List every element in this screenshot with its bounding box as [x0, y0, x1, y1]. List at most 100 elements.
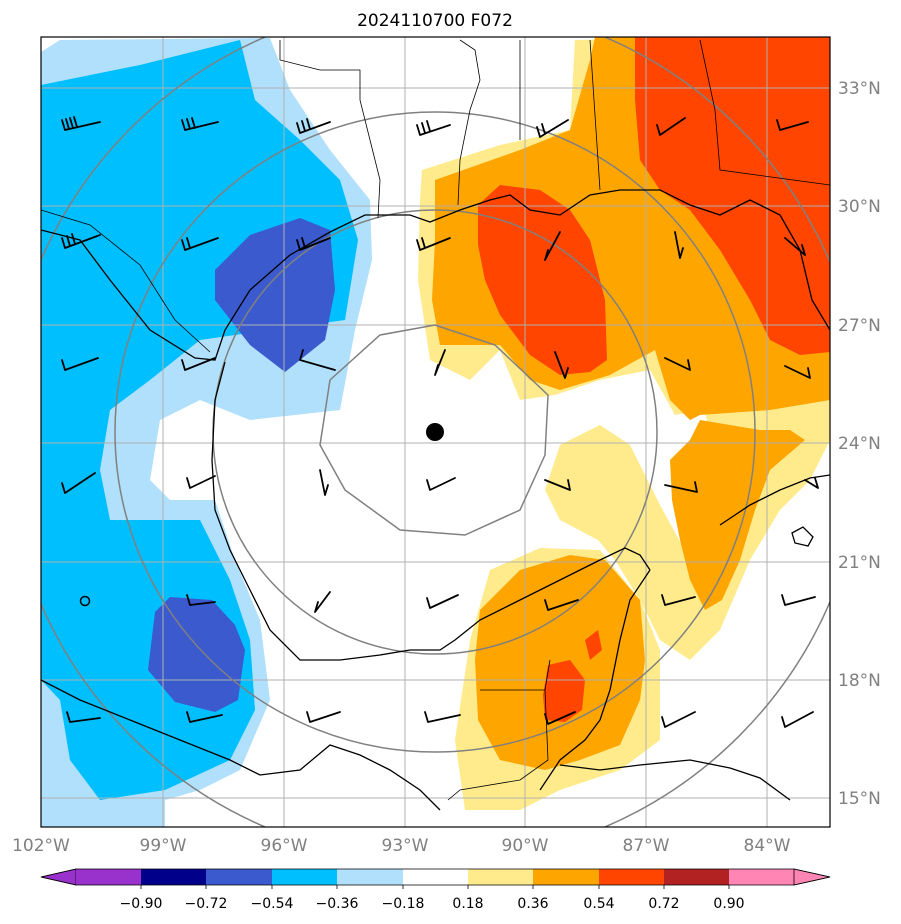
mexico-east-coast: [211, 361, 651, 661]
colorbar-segment: [729, 869, 794, 885]
colorbar-segment: [76, 869, 141, 885]
lon-tick-labels: 102°W 99°W 96°W 93°W 90°W 87°W 84°W: [12, 836, 791, 856]
colorbar-segment: [141, 869, 206, 885]
colorbar: −0.90 −0.72 −0.54 −0.36 −0.18 0.18 0.36 …: [40, 868, 831, 912]
wind-barb: [804, 477, 819, 489]
storm-center-marker: [426, 423, 444, 441]
wind-barb: [61, 472, 96, 494]
mexico-pacific-coast: [41, 679, 441, 811]
colorbar-extend-low: [40, 868, 77, 886]
station-marker-small: [79, 595, 91, 607]
lon-tick-label: 93°W: [382, 836, 429, 856]
wind-barb: [664, 481, 698, 493]
colorbar-segment: [403, 869, 468, 885]
wind-barb: [784, 237, 806, 256]
lat-tick-label: 33°N: [838, 79, 881, 99]
lat-tick-label: 18°N: [838, 671, 881, 691]
wind-barb: [296, 237, 331, 251]
cuba-coast: [719, 474, 830, 526]
lon-tick-label: 102°W: [12, 836, 70, 856]
wind-barb: [544, 711, 576, 725]
wind-barb: [544, 479, 571, 491]
wind-barb: [319, 469, 329, 496]
wind-barb: [426, 477, 456, 491]
wind-barb: [434, 349, 446, 376]
wind-barb: [186, 711, 223, 723]
lat-tick-labels: 15°N 18°N 21°N 24°N 27°N 30°N 33°N: [838, 79, 881, 809]
wind-barb: [296, 118, 331, 134]
wind-barb: [781, 711, 814, 728]
wind-barb: [661, 711, 696, 728]
central-america-coast: [559, 759, 791, 801]
wind-barb: [181, 117, 219, 131]
colorbar-outline: [40, 868, 831, 886]
wind-barb: [544, 599, 579, 611]
wind-barb: [424, 711, 461, 723]
colorbar-segment: [599, 869, 664, 885]
wind-barb: [664, 357, 691, 371]
wind-barb: [186, 475, 216, 489]
wind-barb: [416, 237, 451, 251]
lon-tick-label: 87°W: [623, 836, 670, 856]
colorbar-segment: [337, 869, 403, 885]
lon-tick-label: 90°W: [502, 836, 549, 856]
wind-barb: [181, 237, 219, 251]
wind-barb: [656, 117, 686, 136]
colorbar-tick-label: −0.36: [316, 896, 359, 912]
wind-barb: [66, 711, 101, 723]
gulf-coast-us: [41, 189, 830, 361]
colorbar-tick-label: 0.36: [517, 896, 548, 912]
wind-barb: [781, 594, 816, 606]
wind-barb: [784, 365, 811, 379]
wind-barb: [61, 357, 99, 371]
guatemala-border: [447, 689, 549, 801]
colorbar-extend-high: [793, 868, 831, 886]
colorbar-tick-label: −0.90: [120, 896, 163, 912]
map-title: 2024110700 F072: [357, 11, 513, 31]
wind-barb: [299, 349, 336, 371]
state-border-1: [279, 40, 381, 219]
colorbar-segment: [664, 869, 729, 885]
wind-barb: [61, 233, 101, 249]
wind-barbs: [61, 116, 819, 728]
colorbar-tick-label: −0.54: [251, 896, 294, 912]
wind-barb: [181, 357, 216, 371]
lon-tick-label: 99°W: [140, 836, 187, 856]
anomaly-fill: [41, 37, 830, 827]
colorbar-segment: [272, 869, 337, 885]
lon-tick-label: 84°W: [744, 836, 791, 856]
wind-barb: [674, 231, 684, 259]
yucatan-east-coast: [539, 569, 651, 791]
belize-border: [544, 659, 551, 691]
colorbar-tick-label: 0.90: [713, 896, 744, 912]
red-region-northeast: [635, 37, 830, 355]
us-mexico-border: [41, 209, 211, 353]
lat-tick-label: 30°N: [838, 197, 881, 217]
state-border-5: [699, 39, 830, 186]
colorbar-tick-label: 0.72: [648, 896, 679, 912]
colorbar-tick-label: −0.72: [185, 896, 228, 912]
wind-barb: [306, 711, 341, 723]
colorbar-tick-label: 0.18: [452, 896, 483, 912]
state-border-2: [457, 39, 481, 206]
dark-blue-region-north: [215, 218, 335, 372]
range-ring-1: [319, 324, 549, 536]
borders: [41, 39, 830, 801]
lat-tick-label: 27°N: [838, 316, 881, 336]
map-panel: [41, 37, 830, 827]
coastlines: [41, 189, 830, 811]
wind-barb: [186, 594, 216, 606]
island: [791, 526, 814, 547]
colorbar-segment: [533, 869, 599, 885]
colorbar-segment: [206, 869, 272, 885]
colorbar-segment: [468, 869, 533, 885]
dark-blue-region-south: [148, 597, 245, 712]
lon-tick-label: 96°W: [261, 836, 308, 856]
wind-barb: [536, 119, 569, 138]
wind-barb: [661, 594, 696, 606]
red-region-yucatan: [543, 630, 602, 722]
lat-tick-label: 15°N: [838, 789, 881, 809]
red-region-gulf: [478, 185, 607, 375]
lat-tick-label: 24°N: [838, 434, 881, 454]
wind-barb: [554, 351, 569, 379]
